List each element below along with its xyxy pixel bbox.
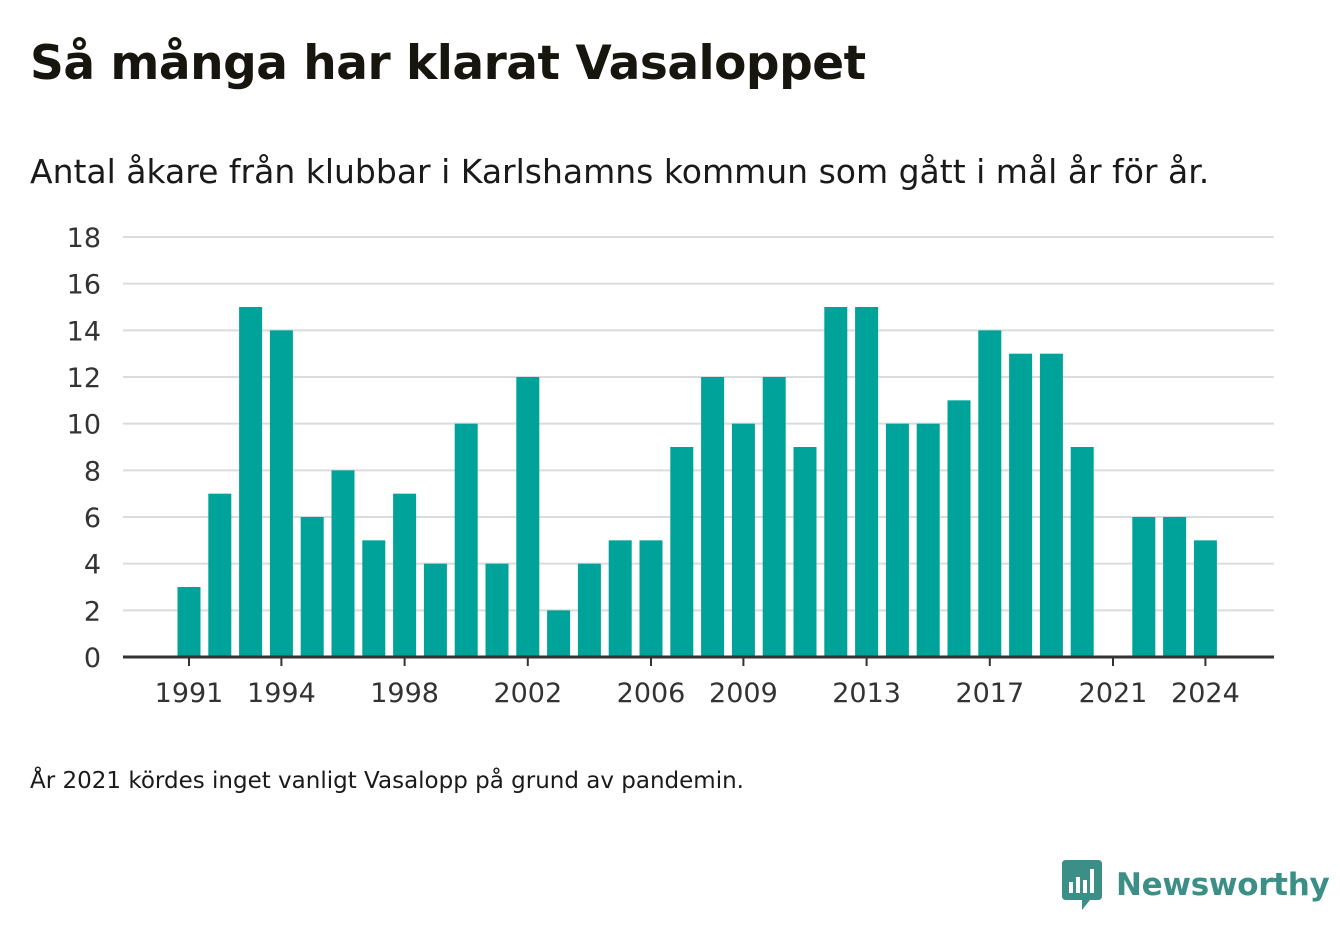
bar-2018[interactable] [1009, 353, 1033, 657]
x-tick-label: 2002 [493, 678, 562, 709]
brand-name: Newsworthy [1116, 867, 1330, 903]
bar-2022[interactable] [1132, 517, 1156, 657]
x-tick-label: 1991 [155, 678, 224, 709]
y-tick-label: 12 [67, 363, 101, 394]
y-tick-label: 8 [84, 456, 101, 487]
bar-2002[interactable] [516, 377, 540, 657]
y-tick-label: 0 [84, 643, 101, 674]
bar-2013[interactable] [855, 307, 879, 657]
newsworthy-logo-icon [1062, 860, 1102, 910]
gridlines [123, 236, 1274, 612]
bar-1991[interactable] [177, 587, 201, 657]
x-tick-label: 1994 [247, 678, 316, 709]
bar-2008[interactable] [701, 377, 725, 657]
bar-2024[interactable] [1193, 540, 1217, 657]
x-tick-label: 2006 [617, 678, 686, 709]
bar-2020[interactable] [1070, 447, 1094, 657]
y-tick-label: 16 [67, 270, 101, 301]
bar-2014[interactable] [885, 423, 909, 657]
y-tick-label: 10 [67, 410, 101, 441]
bar-2023[interactable] [1163, 517, 1187, 657]
x-tick-label: 2024 [1171, 678, 1240, 709]
y-tick-label: 4 [84, 550, 101, 581]
y-tick-label: 2 [84, 596, 101, 627]
x-tick-label: 2013 [832, 678, 901, 709]
bar-1993[interactable] [239, 307, 263, 657]
bar-2011[interactable] [793, 447, 817, 657]
bar-2001[interactable] [485, 563, 509, 657]
bar-2003[interactable] [547, 610, 571, 657]
bar-2015[interactable] [916, 423, 940, 657]
y-axis-ticks: 0 2 4 6 8 10 12 14 16 18 [67, 223, 101, 674]
chart-title: Så många har klarat Vasaloppet [30, 36, 866, 91]
x-tick-label: 2009 [709, 678, 778, 709]
bar-1999[interactable] [423, 563, 447, 657]
bar-2005[interactable] [608, 540, 632, 657]
bar-2007[interactable] [670, 447, 694, 657]
bar-1996[interactable] [331, 470, 355, 657]
bar-1997[interactable] [362, 540, 386, 657]
bar-1994[interactable] [269, 330, 293, 657]
bar-2006[interactable] [639, 540, 663, 657]
x-axis: 1991 1994 1998 2002 2006 2009 2013 2017 2021 2024 [123, 655, 1274, 709]
brand-logo[interactable]: Newsworthy [1062, 860, 1330, 910]
y-tick-label: 18 [67, 223, 101, 254]
bar-chart: 0 2 4 6 8 10 12 14 16 18 1991 1994 1998 2002 2006 2009… [67, 223, 1274, 709]
bar-2009[interactable] [731, 423, 755, 657]
bar-2012[interactable] [824, 307, 848, 657]
bars [177, 307, 1217, 657]
y-tick-label: 6 [84, 503, 101, 534]
bar-2019[interactable] [1039, 353, 1063, 657]
bar-1992[interactable] [208, 493, 232, 657]
bar-2017[interactable] [978, 330, 1002, 657]
footnote: År 2021 kördes inget vanligt Vasalopp på… [30, 768, 744, 794]
y-tick-label: 14 [67, 316, 101, 347]
bar-1998[interactable] [393, 493, 417, 657]
bar-2000[interactable] [454, 423, 478, 657]
bar-1995[interactable] [300, 517, 324, 657]
bar-2004[interactable] [577, 563, 601, 657]
bar-2016[interactable] [947, 400, 971, 657]
bar-2010[interactable] [762, 377, 786, 657]
x-tick-label: 1998 [370, 678, 439, 709]
x-tick-label: 2021 [1079, 678, 1148, 709]
chart-subtitle: Antal åkare från klubbar i Karlshamns ko… [30, 152, 1210, 191]
x-tick-label: 2017 [955, 678, 1024, 709]
